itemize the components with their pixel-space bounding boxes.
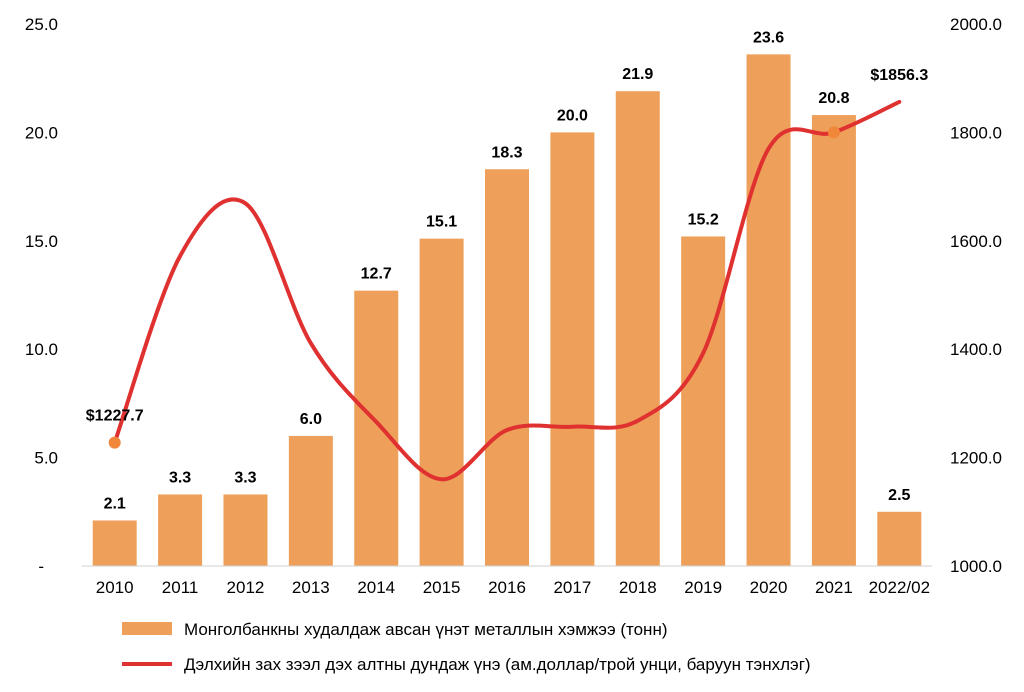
price-label: $1856.3 — [870, 67, 928, 84]
bar — [615, 91, 660, 566]
right-axis: 1000.0 1200.0 1400.0 1600.0 1800.0 2000.0 — [950, 15, 1002, 576]
right-tick-label: 2000.0 — [950, 15, 1002, 34]
bar-value-label: 23.6 — [753, 29, 784, 46]
x-tick-label: 2018 — [619, 578, 657, 597]
bar-series — [92, 54, 922, 567]
bar — [485, 169, 529, 567]
price-label: $1227.7 — [86, 408, 144, 425]
bar-value-label: 20.8 — [818, 90, 849, 107]
bar-value-label: 12.7 — [361, 266, 392, 283]
right-tick-label: 1800.0 — [950, 123, 1002, 142]
right-tick-label: 1200.0 — [950, 449, 1002, 468]
x-tick-label: 2011 — [162, 578, 199, 597]
legend-bar-swatch — [122, 622, 172, 635]
left-tick-label: 20.0 — [25, 123, 58, 142]
left-tick-label: 5.0 — [34, 449, 58, 468]
x-tick-label: 2019 — [684, 578, 722, 597]
bar-data-labels: 2.1 3.3 3.3 6.0 12.7 15.1 18.3 20.0 21.9 15.2 23.6… — [104, 29, 911, 512]
bar-value-label: 3.3 — [169, 469, 191, 486]
gold-price-line — [112, 99, 902, 482]
bar-value-label: 2.1 — [104, 495, 126, 512]
x-tick-label: 2010 — [96, 578, 134, 597]
left-tick-label: 25.0 — [25, 15, 58, 34]
right-tick-label: 1600.0 — [950, 232, 1002, 251]
bar-value-label: 18.3 — [491, 144, 522, 161]
right-tick-label: 1000.0 — [950, 557, 1002, 576]
bar-value-label: 3.3 — [234, 469, 256, 486]
right-tick-label: 1400.0 — [950, 340, 1002, 359]
x-tick-label: 2022/02 — [869, 578, 930, 597]
price-marker — [108, 436, 121, 449]
bar — [419, 238, 464, 566]
bar — [550, 132, 595, 566]
x-tick-label: 2015 — [423, 578, 461, 597]
left-axis: - 5.0 10.0 15.0 20.0 25.0 — [25, 15, 58, 576]
bar — [288, 435, 333, 566]
gold-price-labels: $1227.7 $1856.3 — [86, 67, 929, 425]
left-tick-label: 10.0 — [25, 340, 58, 359]
x-tick-label: 2021 — [815, 578, 853, 597]
bar — [92, 520, 137, 566]
price-marker — [827, 126, 840, 139]
bar — [746, 54, 791, 567]
x-tick-label: 2016 — [488, 578, 526, 597]
bar-value-label: 6.0 — [300, 411, 322, 428]
x-tick-label: 2014 — [357, 578, 395, 597]
bar — [158, 494, 203, 566]
x-tick-label: 2017 — [553, 578, 591, 597]
legend-line-label: Дэлхийн зах зээл дэх алтны дундаж үнэ (а… — [184, 655, 811, 674]
x-tick-label: 2012 — [227, 578, 265, 597]
bar-value-label: 15.2 — [688, 211, 719, 228]
x-tick-label: 2013 — [292, 578, 330, 597]
bar — [223, 494, 268, 566]
bar — [811, 115, 856, 566]
bar — [681, 236, 726, 567]
x-axis: 2010 2011 2012 2013 2014 2015 2016 2017 2018 2019… — [96, 578, 930, 597]
bar — [354, 290, 399, 566]
left-tick-label: - — [38, 557, 44, 576]
left-tick-label: 15.0 — [25, 232, 58, 251]
bar-value-label: 15.1 — [426, 214, 457, 231]
bar-value-label: 21.9 — [622, 66, 653, 83]
legend-bar-label: Монголбанкны худалдаж авсан үнэт металлы… — [184, 620, 668, 639]
bar-value-label: 20.0 — [557, 107, 588, 124]
bar-value-label: 2.5 — [888, 487, 910, 504]
bar — [877, 511, 922, 566]
gold-price-markers — [108, 126, 840, 449]
legend: Монголбанкны худалдаж авсан үнэт металлы… — [122, 620, 811, 674]
x-tick-label: 2020 — [750, 578, 788, 597]
